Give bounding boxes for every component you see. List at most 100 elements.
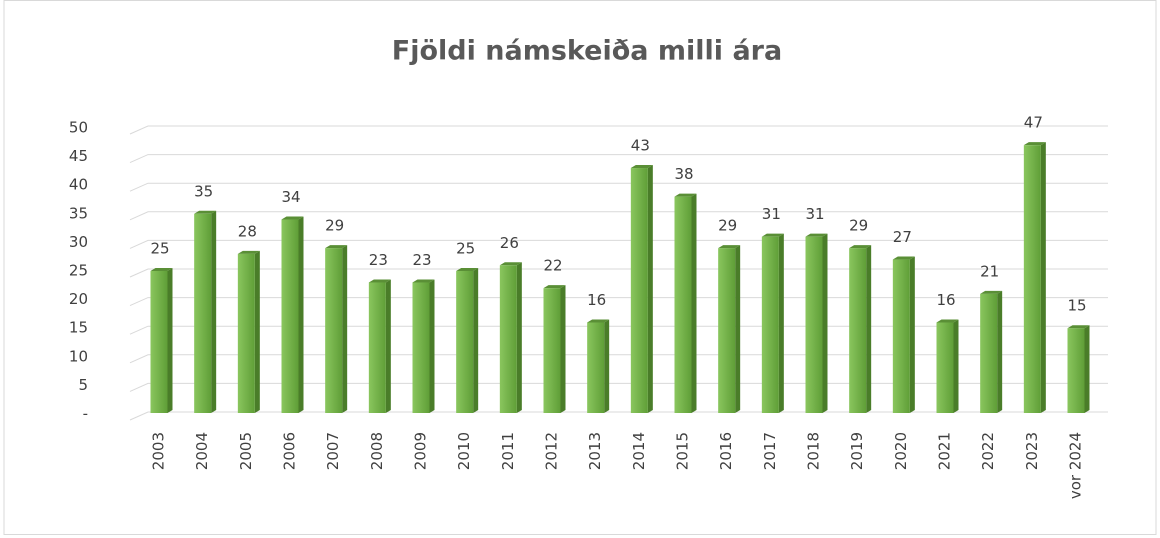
x-tick-label: vor 2024 — [1067, 432, 1085, 499]
bar-front — [1067, 328, 1085, 413]
bar-front — [456, 271, 474, 413]
x-tick-label: 2020 — [892, 432, 910, 470]
bar-front — [761, 236, 779, 413]
grid-line — [129, 297, 1108, 307]
x-tick-label: 2012 — [543, 432, 561, 470]
bar-front — [936, 322, 954, 413]
bar — [805, 233, 828, 413]
data-label: 35 — [194, 182, 213, 200]
grid-line — [129, 354, 1108, 364]
bar-top — [150, 268, 173, 271]
bar — [543, 285, 566, 413]
bar — [412, 279, 435, 413]
bar — [674, 193, 697, 413]
bar-top — [499, 262, 522, 266]
y-tick-label: 15 — [69, 319, 88, 337]
data-label: 23 — [412, 251, 431, 269]
bar-side — [1084, 325, 1090, 413]
bar-top — [412, 279, 435, 283]
bar-top — [936, 319, 959, 323]
grid-line — [129, 211, 1108, 221]
bar-side — [997, 290, 1003, 413]
bar-front — [1023, 145, 1041, 413]
bar-top — [718, 245, 741, 249]
x-tick-label: 2018 — [805, 432, 823, 470]
bar-side — [691, 193, 697, 413]
x-tick-label: 2007 — [324, 432, 342, 470]
bar-front — [325, 248, 343, 413]
x-tick-label: 2023 — [1023, 432, 1041, 470]
x-tick-label: 2014 — [630, 432, 648, 470]
bar-front — [543, 288, 561, 413]
bar — [761, 233, 784, 413]
bar-side — [516, 262, 522, 413]
y-tick-label: - — [83, 405, 88, 423]
bar-side — [167, 268, 173, 413]
bar-front — [499, 265, 517, 413]
x-tick-label: 2005 — [237, 432, 255, 470]
data-label: 43 — [631, 137, 650, 155]
bar-side — [953, 319, 959, 413]
y-tick-label: 50 — [69, 119, 88, 137]
bar-front — [630, 168, 648, 413]
grid-line — [129, 268, 1108, 278]
data-label: 29 — [849, 217, 868, 235]
data-label: 16 — [936, 291, 955, 309]
bar-front — [674, 196, 692, 413]
y-tick-label: 5 — [78, 376, 88, 394]
x-tick-label: 2022 — [979, 432, 997, 470]
bar-top — [1023, 142, 1046, 146]
bar — [150, 268, 173, 413]
bar-top — [237, 250, 260, 254]
x-tick-label: 2008 — [368, 432, 386, 470]
data-label: 31 — [762, 205, 781, 223]
bar-side — [560, 285, 566, 413]
grid-line — [129, 325, 1108, 335]
bar-side — [211, 210, 217, 413]
data-label: 29 — [718, 217, 737, 235]
data-label: 16 — [587, 291, 606, 309]
bar-top — [980, 290, 1003, 294]
bar-front — [805, 236, 823, 413]
bar-side — [735, 245, 741, 413]
bar-front — [849, 248, 867, 413]
bar — [281, 216, 304, 413]
y-tick-label: 30 — [69, 233, 88, 251]
x-tick-label: 2004 — [193, 432, 211, 470]
data-label: 27 — [893, 228, 912, 246]
bar-top — [1067, 325, 1090, 329]
x-tick-label: 2013 — [586, 432, 604, 470]
x-tick-label: 2006 — [281, 432, 299, 470]
x-tick-label: 2015 — [674, 432, 692, 470]
bar-side — [647, 165, 653, 413]
bar-top — [849, 245, 872, 249]
data-label: 21 — [980, 262, 999, 280]
bar-front — [412, 282, 430, 413]
bar-top — [325, 245, 348, 249]
bar-top — [630, 165, 653, 169]
y-tick-label: 25 — [69, 262, 88, 280]
bar-front — [892, 259, 910, 413]
bar — [980, 290, 1003, 413]
bar-side — [429, 279, 435, 413]
data-label: 28 — [238, 222, 257, 240]
bar-front — [980, 293, 998, 413]
y-tick-label: 45 — [69, 147, 88, 165]
data-label: 31 — [805, 205, 824, 223]
bar-side — [866, 245, 872, 413]
bar-side — [298, 216, 304, 413]
bar-side — [342, 245, 348, 413]
data-label: 25 — [150, 240, 169, 258]
data-label: 29 — [325, 217, 344, 235]
bar-front — [368, 282, 386, 413]
bar-front — [718, 248, 736, 413]
bar-side — [473, 268, 479, 413]
bar-top — [892, 256, 915, 260]
bar — [194, 210, 217, 413]
bar-top — [761, 233, 784, 237]
x-tick-label: 2009 — [412, 432, 430, 470]
bar — [892, 256, 915, 413]
bar-top — [805, 233, 828, 237]
x-tick-label: 2011 — [499, 432, 517, 470]
x-tick-label: 2016 — [717, 432, 735, 470]
